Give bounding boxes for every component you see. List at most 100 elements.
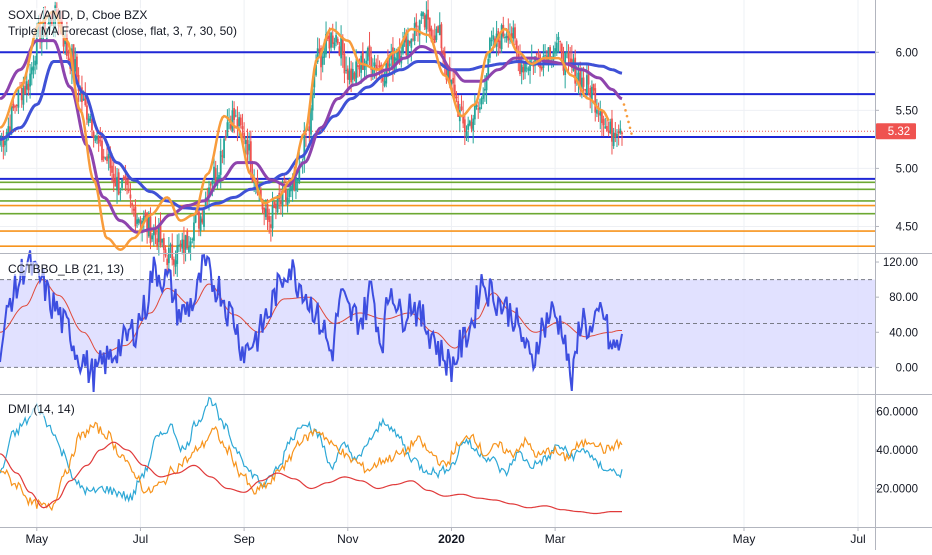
candle-body [126,180,128,185]
candle-body [331,35,334,44]
candle-body [117,172,120,195]
candle-body [490,39,493,42]
candle-body [129,194,132,199]
candle-body [442,50,444,55]
candle-body [4,140,6,146]
x-tick-label: Mar [545,532,566,546]
candle-body [104,157,107,159]
candle-body [183,239,185,254]
candle-body [142,216,145,223]
candle-body [440,24,443,49]
candle-body [186,230,189,249]
candle-body [91,119,93,131]
candle-body [445,67,448,80]
candle-body [427,9,429,20]
candle-body [74,59,77,72]
candle-body [318,49,321,52]
candle-body [84,96,87,106]
candle-body [540,66,543,70]
candle-body [184,235,187,250]
candle-body [512,27,515,39]
candle-body [35,29,38,65]
price-tick-label: 5.50 [896,105,918,117]
candle-body [273,201,276,208]
candle-body [293,177,296,191]
candle-body [208,187,210,197]
candle-body [172,259,175,265]
candle-body [510,33,513,39]
candle-body [535,53,538,55]
candle-body [560,43,563,63]
candle-body [557,36,560,41]
candle-body [368,45,371,57]
candle-body [473,104,476,120]
candle-body [199,216,202,232]
candle-body [524,63,526,72]
candle-body [468,120,471,126]
candle-body [450,79,453,85]
candle-body [29,73,31,87]
candle-body [587,73,590,85]
cci-pane [0,250,875,393]
candle-body [298,165,301,183]
candle-body [388,63,391,67]
candle-body [418,20,421,36]
candle-body [323,50,326,58]
candle-body [338,46,341,56]
candle-body [544,55,546,57]
candle-body [231,110,234,131]
candle-body [178,244,180,247]
candle-body [472,118,475,131]
candle-body [296,179,299,181]
candle-body [373,62,376,67]
candle-body [350,68,353,83]
candle-body [305,133,307,135]
candle-body [194,212,197,223]
candle-body [565,52,568,54]
candle-body [482,93,485,99]
candle-body [602,118,605,126]
candle-body [616,133,618,137]
candle-body [241,126,244,130]
time-scale-bg [0,527,932,550]
candle-body [274,203,277,209]
candle-body [156,238,159,247]
candle-body [463,119,466,132]
candle-body [89,116,92,121]
candle-body [371,69,374,75]
candle-body [226,122,229,137]
candle-body [121,179,123,188]
candle-body [614,132,617,138]
candle-body [328,35,331,49]
candle-body [7,126,10,135]
candle-body [209,183,212,186]
x-tick-label: May [25,532,48,546]
candle-body [246,140,249,155]
dmi-minus-line [0,396,623,503]
candle-body [351,68,354,80]
forecast-dot [627,120,630,124]
x-tick-label: Jul [133,532,148,546]
candle-body [147,217,150,237]
candle-body [433,35,436,44]
candle-body [462,114,465,124]
candle-body [467,123,470,130]
cci-tick-label: 120.00 [883,257,918,269]
candle-body [134,206,137,227]
candle-body [47,22,50,25]
price-pane [0,0,875,277]
candle-body [81,87,83,103]
candle-body [321,56,324,65]
candle-body [601,111,603,124]
candle-body [167,247,170,264]
candle-body [10,106,13,133]
candle-body [181,239,184,249]
price-tick-label: 6.00 [896,47,918,59]
candle-body [428,17,431,32]
candle-body [124,176,127,180]
candle-body [285,189,287,202]
candle-body [154,227,157,235]
symbol-title: SOXL/AMD, D, Cboe BZX [8,8,148,22]
candle-body [358,65,361,70]
